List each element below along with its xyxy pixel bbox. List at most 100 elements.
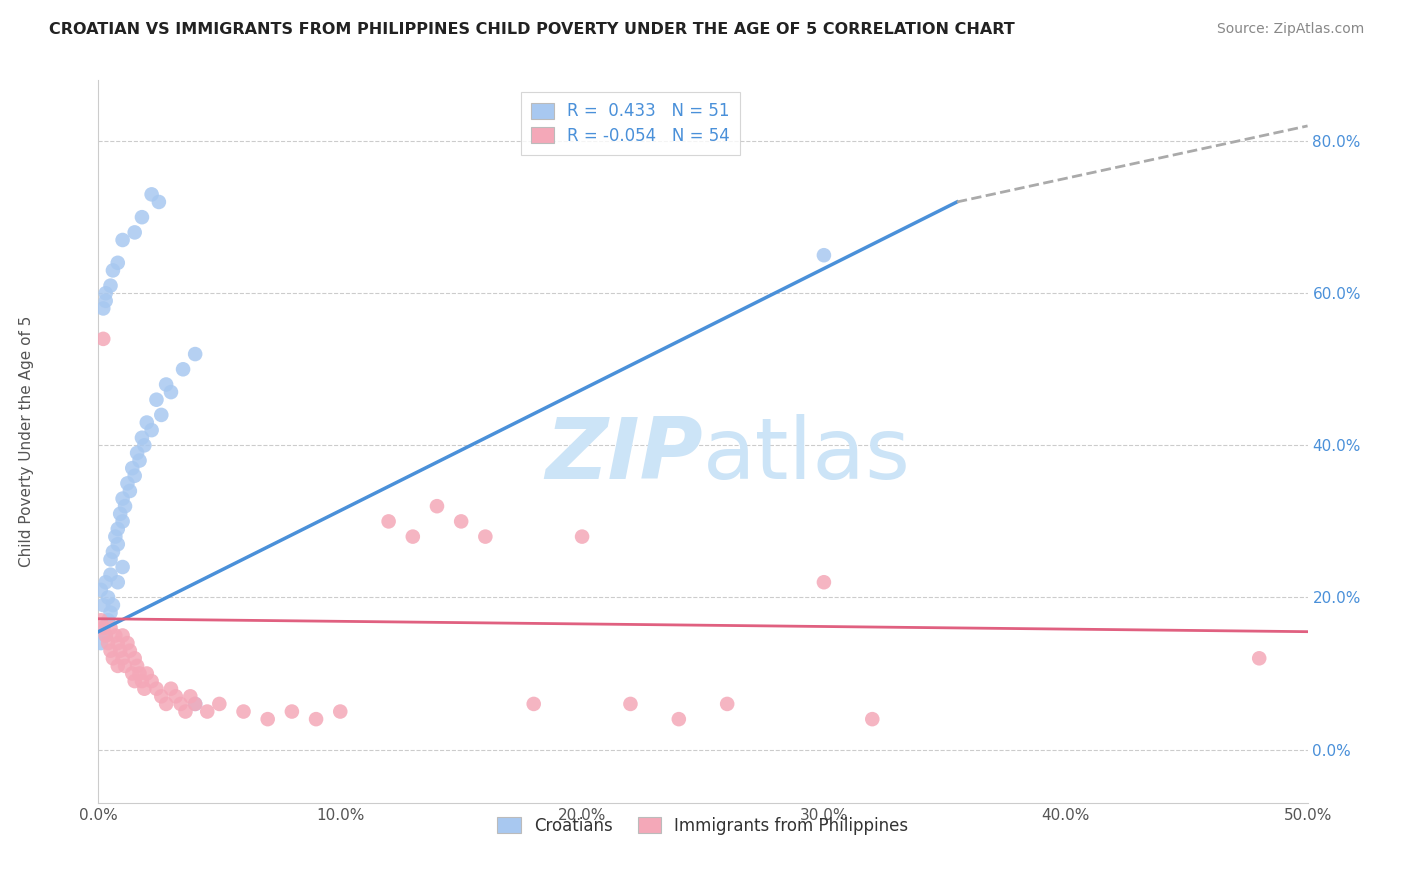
Point [426, 499, 449, 513]
Point [97, 636, 120, 650]
Point [813, 575, 835, 590]
Point [195, 705, 218, 719]
Point [127, 446, 149, 460]
Point [107, 659, 129, 673]
Point [160, 681, 183, 696]
Point [619, 697, 641, 711]
Point [256, 712, 278, 726]
Point [107, 575, 129, 590]
Point [135, 666, 157, 681]
Point [91, 301, 114, 316]
Point [100, 567, 122, 582]
Point [134, 681, 156, 696]
Point [101, 263, 124, 277]
Point [114, 499, 136, 513]
Point [179, 690, 201, 704]
Point [134, 438, 156, 452]
Point [100, 606, 122, 620]
Point [107, 522, 129, 536]
Point [148, 194, 170, 209]
Point [174, 705, 197, 719]
Point [121, 666, 143, 681]
Point [165, 690, 187, 704]
Point [128, 666, 150, 681]
Point [100, 278, 122, 293]
Point [150, 408, 173, 422]
Point [305, 712, 328, 726]
Point [91, 621, 114, 635]
Point [111, 233, 134, 247]
Point [141, 423, 163, 437]
Point [94, 575, 117, 590]
Point [101, 651, 124, 665]
Point [118, 643, 141, 657]
Point [232, 705, 254, 719]
Point [94, 293, 117, 308]
Point [184, 697, 207, 711]
Text: atlas: atlas [703, 415, 911, 498]
Point [131, 210, 153, 224]
Point [135, 416, 157, 430]
Point [111, 560, 134, 574]
Point [184, 697, 207, 711]
Point [107, 256, 129, 270]
Point [91, 332, 114, 346]
Point [124, 651, 146, 665]
Point [101, 598, 124, 612]
Point [108, 507, 131, 521]
Point [118, 483, 141, 498]
Point [184, 347, 207, 361]
Point [141, 187, 163, 202]
Point [111, 515, 134, 529]
Point [104, 530, 127, 544]
Y-axis label: Child Poverty Under the Age of 5: Child Poverty Under the Age of 5 [18, 316, 34, 567]
Point [716, 697, 738, 711]
Text: ZIP: ZIP [546, 415, 703, 498]
Point [131, 431, 153, 445]
Text: CROATIAN VS IMMIGRANTS FROM PHILIPPINES CHILD POVERTY UNDER THE AGE OF 5 CORRELA: CROATIAN VS IMMIGRANTS FROM PHILIPPINES … [49, 22, 1015, 37]
Point [90, 636, 112, 650]
Point [114, 659, 136, 673]
Point [100, 621, 122, 635]
Point [208, 697, 231, 711]
Point [150, 690, 173, 704]
Point [94, 628, 117, 642]
Point [474, 530, 496, 544]
Point [111, 628, 134, 642]
Point [128, 453, 150, 467]
Point [97, 613, 120, 627]
Point [131, 674, 153, 689]
Point [813, 248, 835, 262]
Point [523, 697, 546, 711]
Point [91, 621, 114, 635]
Point [117, 636, 139, 650]
Point [124, 674, 146, 689]
Point [111, 651, 134, 665]
Point [281, 705, 304, 719]
Point [111, 491, 134, 506]
Point [91, 598, 114, 612]
Point [117, 476, 139, 491]
Text: Source: ZipAtlas.com: Source: ZipAtlas.com [1216, 22, 1364, 37]
Legend: Croatians, Immigrants from Philippines: Croatians, Immigrants from Philippines [488, 807, 918, 845]
Point [94, 628, 117, 642]
Point [124, 226, 146, 240]
Point [169, 697, 191, 711]
Point [329, 705, 352, 719]
Point [101, 545, 124, 559]
Point [127, 659, 149, 673]
Point [121, 461, 143, 475]
Point [90, 613, 112, 627]
Point [160, 385, 183, 400]
Point [172, 362, 194, 376]
Point [90, 582, 112, 597]
Point [668, 712, 690, 726]
Point [571, 530, 593, 544]
Point [124, 468, 146, 483]
Point [377, 515, 399, 529]
Point [100, 643, 122, 657]
Point [104, 628, 127, 642]
Point [107, 537, 129, 551]
Point [1249, 651, 1271, 665]
Point [107, 636, 129, 650]
